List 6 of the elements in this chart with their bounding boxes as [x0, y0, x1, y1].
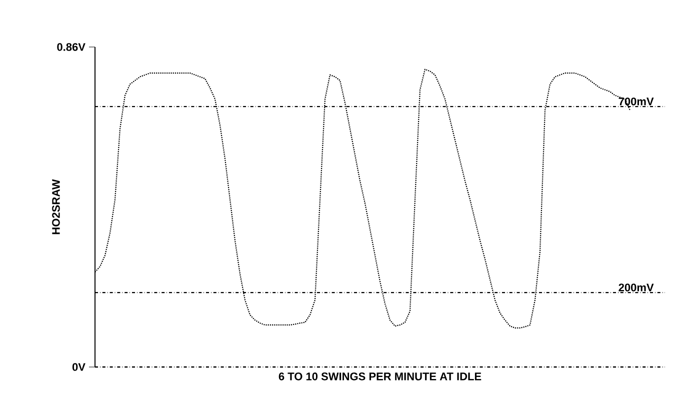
x-axis-title: 6 TO 10 SWINGS PER MINUTE AT IDLE [278, 372, 482, 380]
ref-line-label: 200mV [618, 284, 654, 292]
ref-line-label: 700mV [618, 98, 654, 106]
y-tick-label: 0.86V [57, 43, 86, 51]
y-tick-label: 0V [72, 363, 86, 371]
y-axis-title: HO2SRAW [52, 179, 60, 234]
